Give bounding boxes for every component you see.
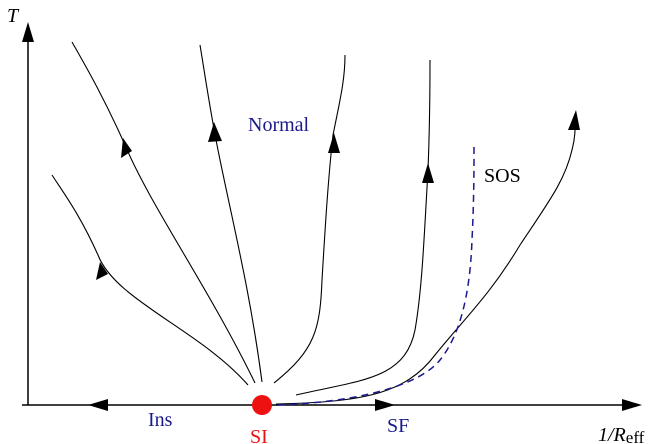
arrowhead-line-1: [96, 262, 108, 280]
flow-line-6: [275, 114, 576, 405]
arrowhead-ins: [88, 399, 108, 411]
arrowhead-line-2: [121, 138, 132, 158]
arrowhead-line-5: [422, 163, 434, 183]
x-axis-label-main: 1/R: [598, 424, 626, 444]
arrowhead-line-4: [328, 133, 340, 153]
flow-arrowheads: [88, 110, 580, 411]
flow-line-2: [71, 41, 256, 384]
flow-line-1: [51, 174, 249, 386]
arrowhead-line-3: [208, 122, 222, 142]
x-axis-label: 1/Reff: [598, 424, 645, 444]
arrowhead-line-6: [568, 110, 580, 130]
flow-lines: [51, 41, 576, 405]
axes: [22, 22, 642, 411]
x-axis-arrowhead: [622, 399, 642, 411]
x-axis-label-subscript: eff: [626, 428, 645, 444]
flow-line-5: [295, 59, 431, 396]
si-point: [252, 395, 272, 415]
label-normal: Normal: [248, 114, 310, 136]
label-sf: SF: [387, 415, 409, 437]
label-ins: Ins: [148, 409, 173, 431]
y-axis-arrowhead: [22, 22, 34, 42]
flow-line-3: [199, 44, 263, 383]
y-axis-label: T: [7, 5, 20, 27]
arrowhead-sf: [375, 399, 395, 411]
sos-dashed-line: [277, 144, 475, 406]
label-sos: SOS: [484, 165, 521, 187]
label-si: SI: [250, 426, 268, 444]
flow-line-4: [273, 54, 346, 384]
